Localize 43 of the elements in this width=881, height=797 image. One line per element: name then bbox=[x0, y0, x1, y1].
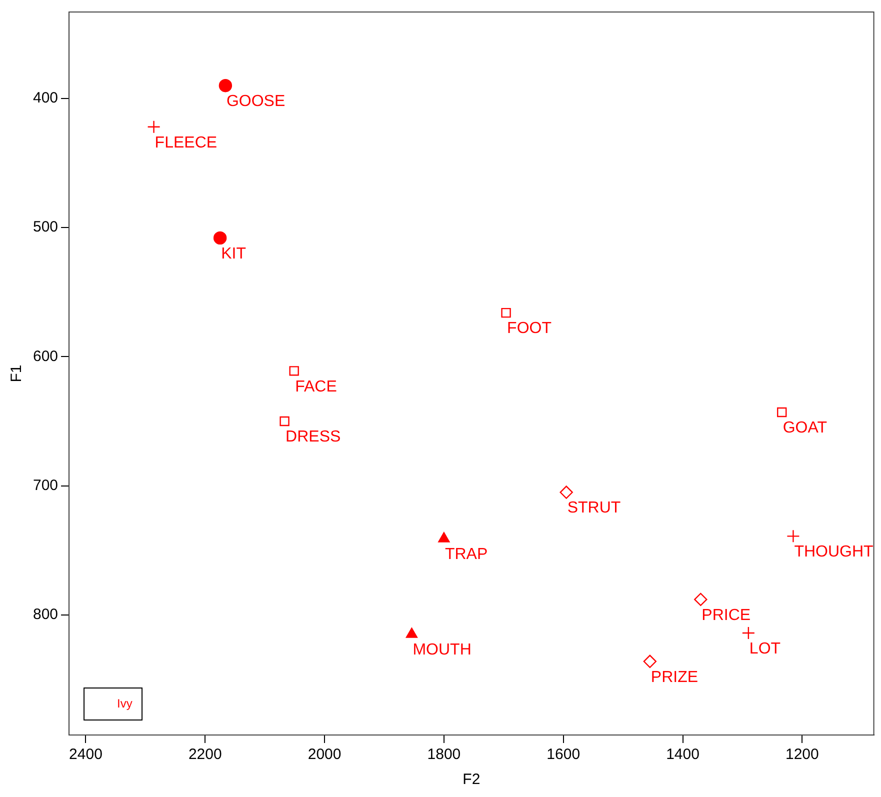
series-label: TRAP bbox=[444, 546, 488, 564]
y-axis-title: F1 bbox=[8, 364, 26, 382]
point bbox=[280, 416, 290, 426]
point bbox=[777, 407, 787, 418]
y-tick-label: 800 bbox=[32, 606, 58, 624]
point bbox=[643, 654, 657, 668]
y-tick-label: 600 bbox=[32, 348, 58, 365]
point bbox=[289, 366, 299, 376]
x-tick-label: 2000 bbox=[308, 746, 342, 764]
point bbox=[406, 628, 418, 638]
x-tick-label: 2400 bbox=[69, 746, 102, 764]
series-label: FACE bbox=[295, 378, 337, 396]
y-tick-label: 400 bbox=[32, 90, 58, 107]
series-label: KIT bbox=[221, 245, 246, 262]
legend-title: Ivy bbox=[117, 696, 132, 710]
series-label: STRUT bbox=[567, 500, 621, 517]
point bbox=[438, 532, 450, 542]
x-axis-title: F2 bbox=[462, 771, 480, 788]
series-label: PRICE bbox=[702, 606, 751, 624]
series-label: PRIZE bbox=[650, 668, 698, 686]
y-tick-label: 700 bbox=[32, 476, 58, 494]
point bbox=[694, 592, 708, 606]
x-tick-label: 1200 bbox=[785, 746, 819, 764]
point bbox=[560, 486, 573, 499]
point bbox=[786, 530, 800, 543]
series-label: LOT bbox=[749, 640, 781, 658]
x-tick-label: 2200 bbox=[188, 746, 222, 764]
point bbox=[218, 78, 232, 92]
point bbox=[213, 231, 227, 245]
x-tick-label: 1400 bbox=[666, 746, 700, 764]
series-label: FOOT bbox=[507, 320, 552, 338]
x-tick-label: 1600 bbox=[546, 746, 580, 764]
point bbox=[501, 308, 511, 318]
point bbox=[742, 626, 756, 640]
series-label: FLEECE bbox=[154, 134, 218, 152]
point bbox=[147, 120, 160, 134]
series-label: DRESS bbox=[286, 428, 341, 446]
y-tick-label: 500 bbox=[32, 218, 58, 236]
series-label: THOUGHT bbox=[794, 544, 874, 561]
series-label: GOOSE bbox=[226, 92, 286, 110]
x-tick-label: 1800 bbox=[427, 746, 461, 764]
series-label: GOAT bbox=[782, 420, 828, 437]
series-label: MOUTH bbox=[412, 642, 472, 659]
